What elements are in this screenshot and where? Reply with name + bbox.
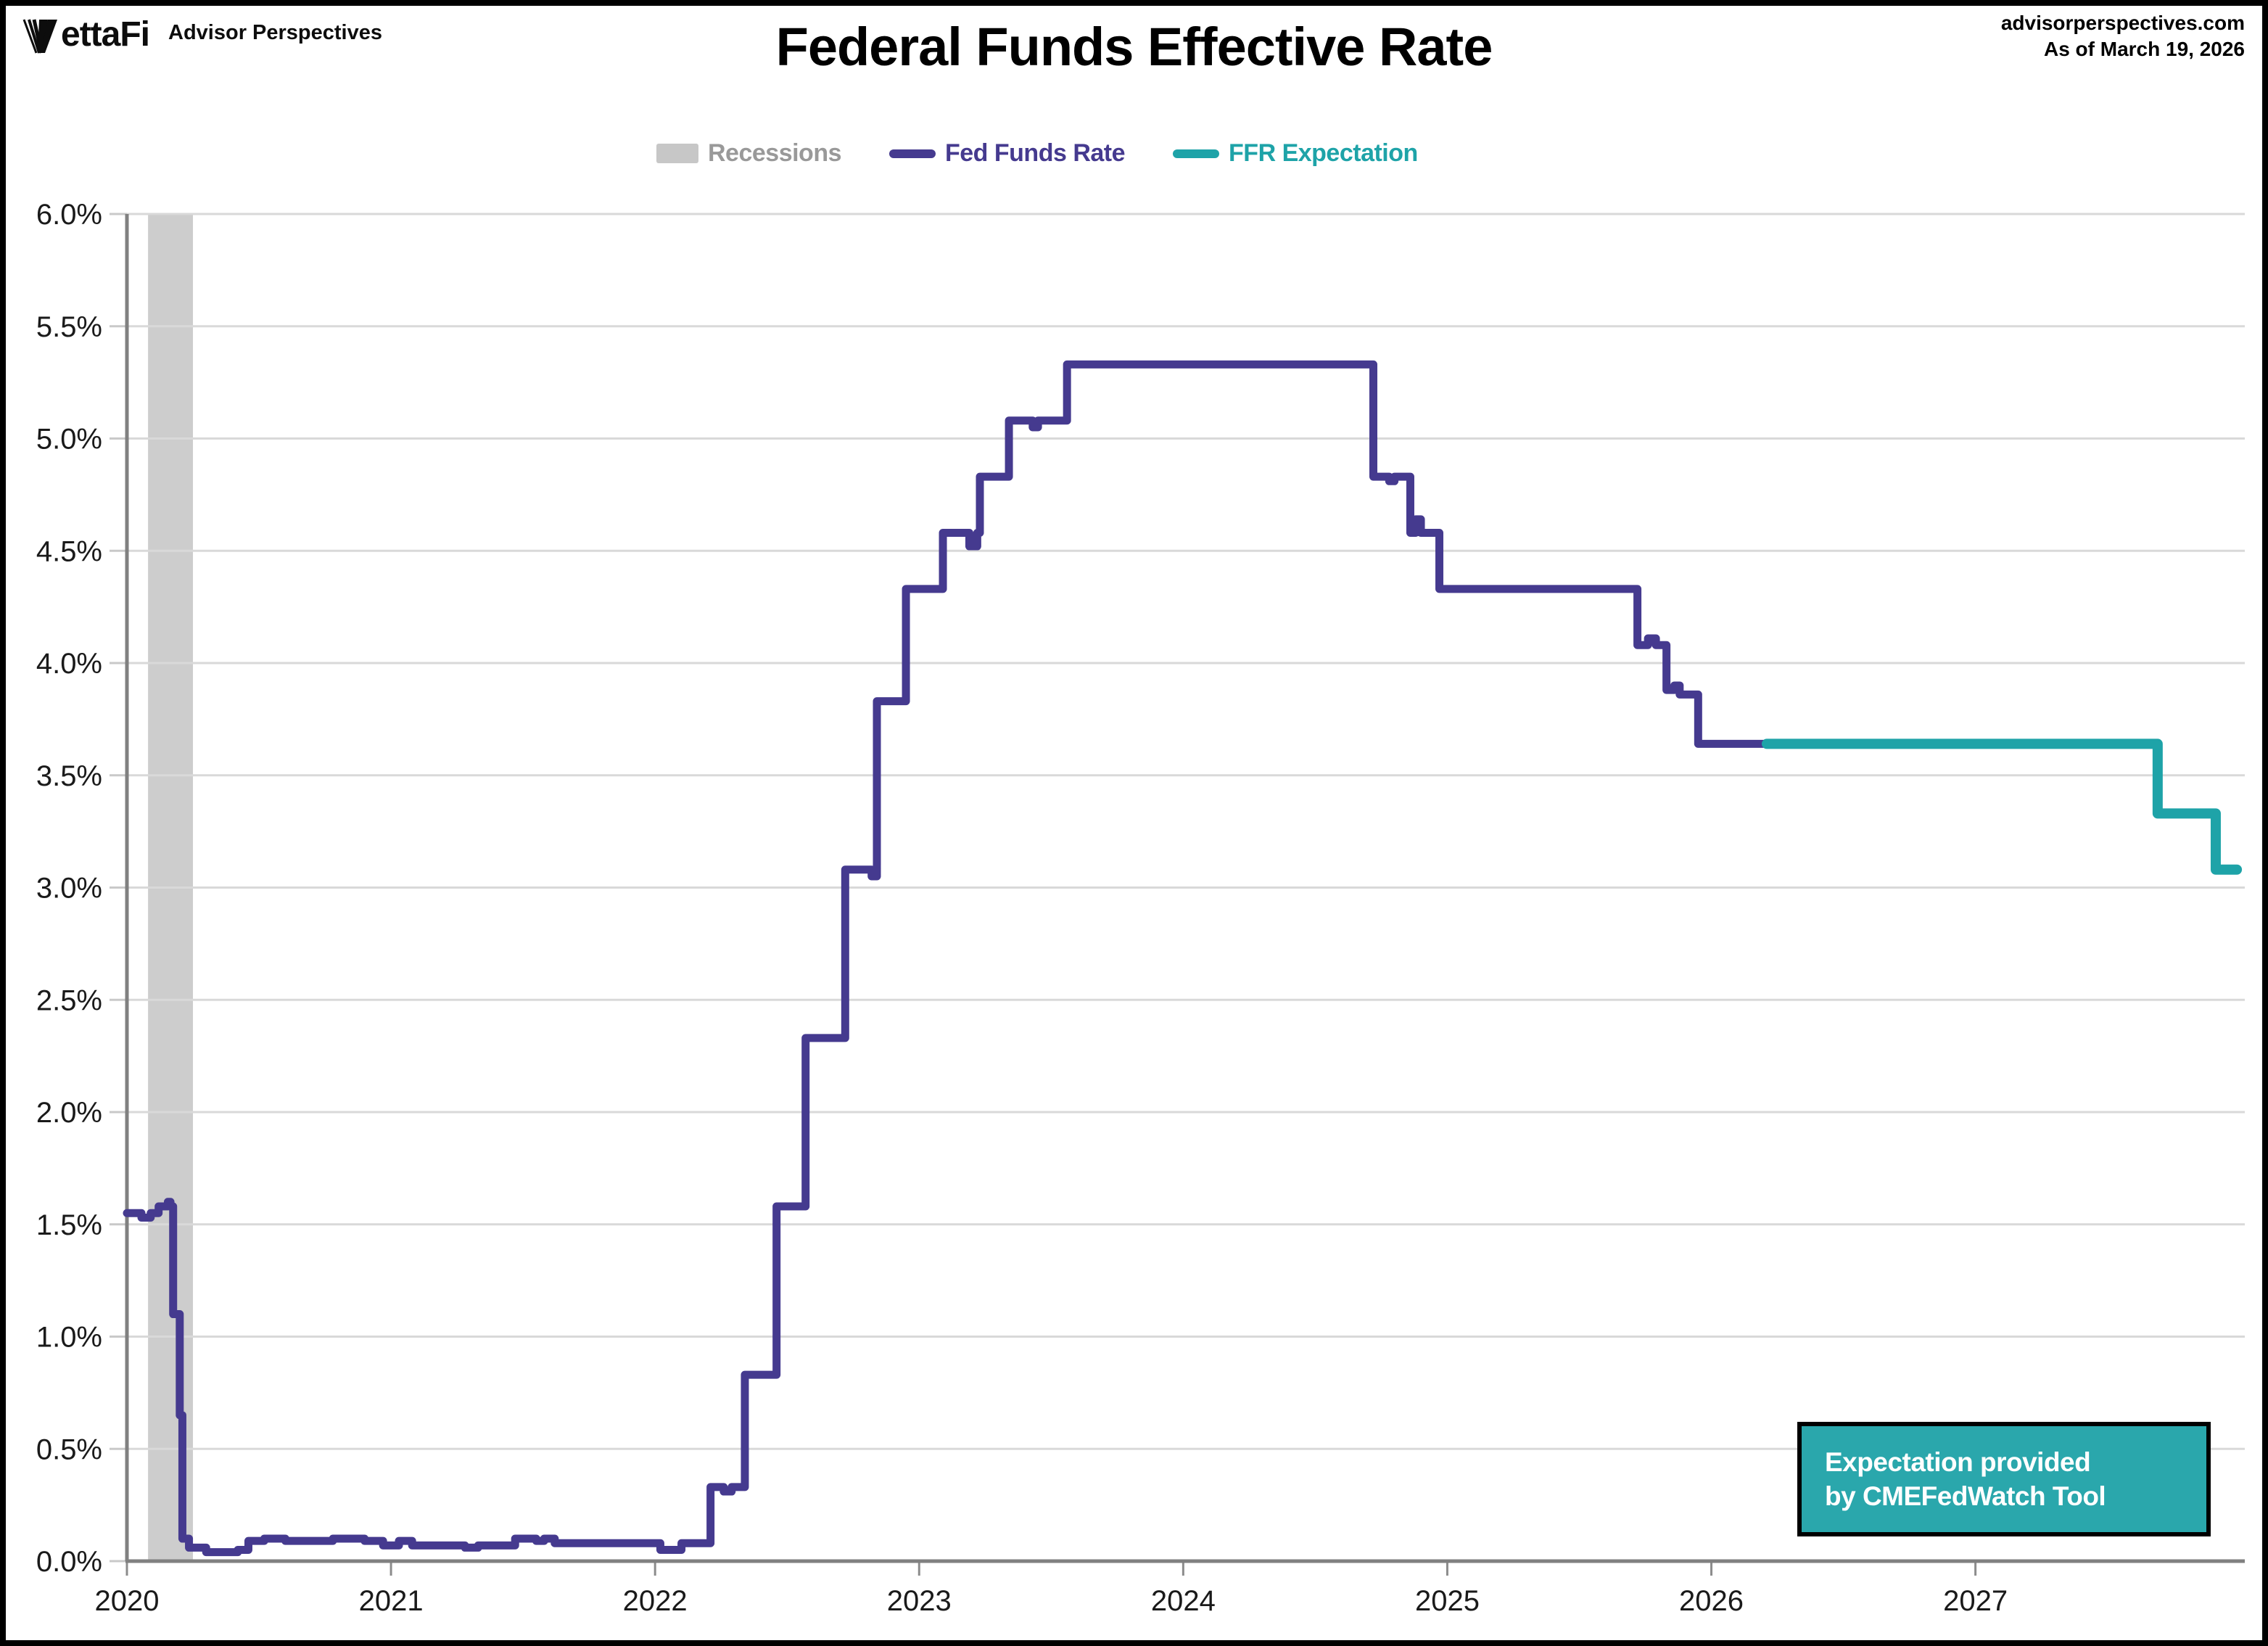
legend-box-swatch-0: [656, 144, 698, 163]
legend-item-fed-funds-rate: Fed Funds Rate: [889, 139, 1126, 168]
x-tick-label: 2025: [1415, 1585, 1480, 1617]
legend-item-ffr-expectation: FFR Expectation: [1173, 139, 1418, 168]
y-tick-label: 0.5%: [36, 1433, 102, 1465]
as-of-date: As of March 19, 2026: [2043, 38, 2245, 60]
x-tick-label: 2027: [1943, 1585, 2008, 1617]
legend-line-swatch-1: [889, 149, 936, 158]
y-tick-label: 5.0%: [36, 424, 102, 456]
legend-line-swatch-2: [1173, 149, 1220, 158]
vettafi-logo-v-icon: [22, 19, 57, 54]
note-line-1: Expectation provided: [1825, 1447, 2091, 1477]
y-tick-label: 4.0%: [36, 648, 102, 680]
series-line-fed-funds-rate: [123, 360, 1771, 1557]
advisor-perspectives-label: Advisor Perspectives: [168, 21, 382, 44]
y-tick-label: 0.0%: [36, 1546, 102, 1578]
y-tick-label: 4.5%: [36, 535, 102, 567]
vettafi-logo-text: ettaFi: [61, 15, 150, 54]
legend-item-recessions: Recessions: [656, 139, 842, 168]
x-tick-label: 2026: [1679, 1585, 1744, 1617]
expectation-note-box: Expectation provided by CMEFedWatch Tool: [1797, 1422, 2211, 1536]
y-tick-label: 3.0%: [36, 873, 102, 905]
x-tick-label: 2021: [359, 1585, 424, 1617]
legend-label: Fed Funds Rate: [945, 139, 1126, 167]
legend-label: Recessions: [708, 139, 842, 167]
vettafi-logo: ettaFi: [22, 15, 150, 54]
x-tick-label: 2022: [623, 1585, 688, 1617]
x-tick-label: 2023: [887, 1585, 952, 1617]
note-line-2: by CMEFedWatch Tool: [1825, 1481, 2106, 1511]
y-tick-label: 1.0%: [36, 1322, 102, 1354]
series-line-ffr-expectation: [1762, 738, 2243, 875]
y-tick-label: 5.5%: [36, 311, 102, 343]
source-attribution: advisorperspectives.com As of March 19, …: [2001, 10, 2245, 62]
y-tick-label: 2.5%: [36, 984, 102, 1016]
source-site: advisorperspectives.com: [2000, 12, 2245, 34]
chart-title: Federal Funds Effective Rate: [775, 17, 1493, 77]
y-tick-label: 2.0%: [36, 1097, 102, 1129]
y-tick-label: 3.5%: [36, 760, 102, 792]
y-tick-label: 1.5%: [36, 1209, 102, 1241]
legend-label: FFR Expectation: [1229, 139, 1418, 167]
y-tick-label: 6.0%: [36, 199, 102, 231]
x-tick-label: 2024: [1151, 1585, 1216, 1617]
header-branding: ettaFi Advisor Perspectives: [22, 15, 382, 54]
x-tick-label: 2020: [95, 1585, 160, 1617]
chart-legend: Recessions Fed Funds Rate FFR Expectation: [656, 139, 1418, 168]
